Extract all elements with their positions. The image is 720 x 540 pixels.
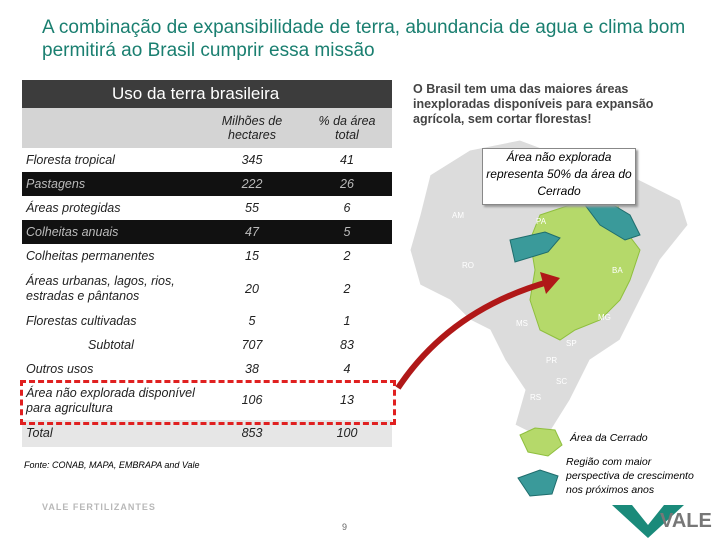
logo-text: VALE bbox=[660, 510, 712, 532]
map-label: RO bbox=[462, 261, 474, 270]
side-text: O Brasil tem uma das maiores áreas inexp… bbox=[413, 82, 654, 126]
table-row bbox=[22, 268, 392, 310]
legend-swatch bbox=[519, 427, 563, 457]
map-label: BA bbox=[612, 266, 623, 275]
table-row bbox=[22, 196, 392, 220]
map-label: PA bbox=[536, 217, 547, 226]
row-label: Colheitas permanentes bbox=[26, 248, 155, 263]
cell-percent: 26 bbox=[340, 176, 354, 191]
growth-region bbox=[509, 231, 561, 263]
vale-logo-mark bbox=[612, 505, 684, 538]
cell-percent: 1 bbox=[343, 314, 351, 328]
cell-hectares: 5 bbox=[248, 314, 256, 328]
arrow-head bbox=[540, 272, 560, 294]
table-row bbox=[22, 333, 392, 357]
cell-hectares: 707 bbox=[241, 337, 263, 352]
cell-percent: 2 bbox=[343, 248, 351, 263]
page-number: 9 bbox=[342, 522, 348, 532]
cell-hectares: 853 bbox=[241, 426, 263, 440]
arrow bbox=[395, 279, 549, 390]
table-row bbox=[22, 244, 392, 268]
table-row bbox=[22, 148, 392, 172]
column-header: Milhões de hectares bbox=[221, 114, 283, 142]
table-title: Uso da terra brasileira bbox=[112, 84, 280, 103]
table-row bbox=[22, 310, 392, 333]
row-label: Floresta tropical bbox=[26, 152, 115, 167]
cell-hectares: 47 bbox=[245, 224, 259, 239]
row-label: Outros usos bbox=[26, 361, 94, 376]
cell-hectares: 106 bbox=[241, 393, 263, 407]
cell-hectares: 222 bbox=[241, 176, 263, 191]
map-label: MS bbox=[516, 319, 528, 328]
table-row bbox=[22, 381, 392, 420]
cell-hectares: 55 bbox=[245, 200, 259, 215]
cell-hectares: 38 bbox=[245, 361, 259, 376]
map-label: PR bbox=[546, 356, 557, 365]
row-label: Áreas urbanas, lagos, rios, estradas e p… bbox=[26, 274, 175, 303]
legend-label: Região com maior perspectiva de crescime… bbox=[566, 456, 694, 496]
cell-percent: 41 bbox=[340, 152, 354, 167]
cell-percent: 5 bbox=[343, 224, 351, 239]
map-label: RS bbox=[530, 393, 541, 402]
cell-percent: 6 bbox=[343, 200, 351, 215]
cell-percent: 2 bbox=[343, 281, 351, 296]
cell-hectares: 345 bbox=[241, 152, 263, 167]
map-label: MG bbox=[598, 313, 611, 322]
row-label: Pastagens bbox=[26, 176, 86, 191]
table-row bbox=[22, 220, 392, 244]
row-label: Florestas cultivadas bbox=[26, 314, 137, 328]
map-label: SP bbox=[566, 339, 577, 348]
map-label: AM bbox=[452, 211, 464, 220]
cell-percent: 4 bbox=[343, 361, 351, 376]
legend-label: Área da Cerrado bbox=[570, 432, 648, 444]
column-header: % da área total bbox=[318, 114, 376, 142]
brand: VALE FERTILIZANTES bbox=[42, 502, 156, 512]
legend-swatch bbox=[517, 469, 559, 497]
table-title-bar bbox=[22, 80, 392, 108]
source: Fonte: CONAB, MAPA, EMBRAPA and Vale bbox=[24, 460, 200, 470]
row-label: Total bbox=[26, 426, 53, 440]
callout: Área não explorada representa 50% da áre… bbox=[482, 148, 636, 205]
row-label: Subtotal bbox=[88, 337, 134, 352]
cell-percent: 100 bbox=[336, 426, 358, 440]
highlight-box bbox=[20, 380, 396, 425]
row-label: Área não explorada disponível para agric… bbox=[26, 385, 195, 415]
cell-percent: 83 bbox=[340, 337, 354, 352]
table-row bbox=[22, 357, 392, 381]
cell-percent: 13 bbox=[340, 393, 354, 407]
slide-title: A combinação de expansibilidade de terra… bbox=[42, 17, 686, 61]
row-label: Áreas protegidas bbox=[26, 200, 121, 215]
table-header-row bbox=[22, 108, 392, 148]
cell-hectares: 15 bbox=[245, 248, 259, 263]
table-row bbox=[22, 172, 392, 196]
map-label: SC bbox=[556, 377, 567, 386]
cell-hectares: 20 bbox=[245, 281, 259, 296]
row-label: Colheitas anuais bbox=[26, 224, 119, 239]
